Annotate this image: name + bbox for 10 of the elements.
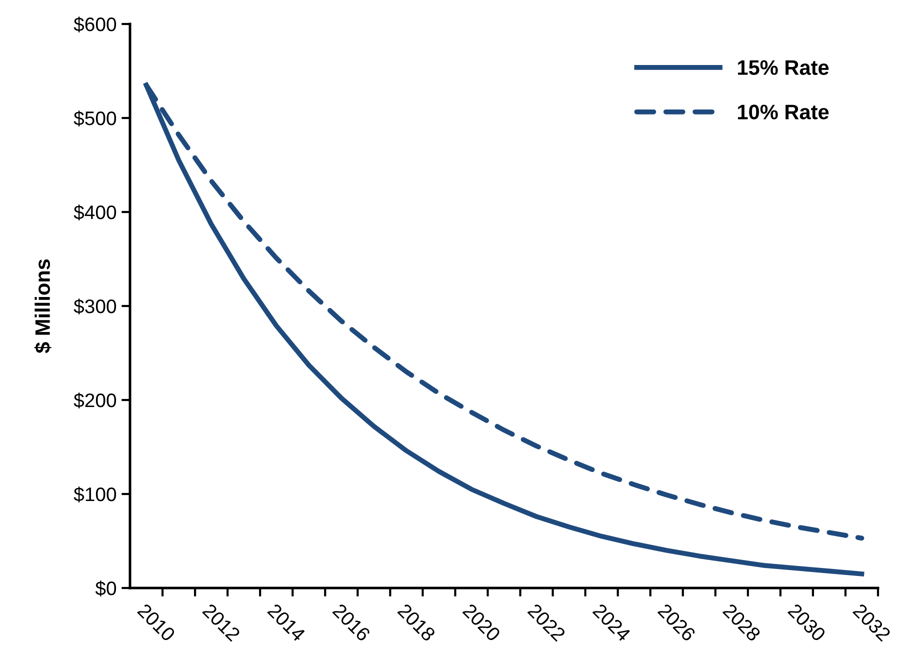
legend-label: 10% Rate (738, 104, 829, 120)
y-tick-label: $100 (74, 486, 116, 502)
legend-label: 15% Rate (738, 60, 829, 75)
y-axis-title: $ Millions (34, 259, 52, 354)
y-tick-label: $300 (74, 298, 116, 314)
y-tick-label: $0 (95, 580, 116, 596)
y-tick-label: $500 (74, 110, 116, 126)
y-tick-label: $400 (74, 204, 116, 220)
y-tick-label: $600 (74, 16, 116, 32)
y-tick-label: $200 (74, 392, 116, 408)
